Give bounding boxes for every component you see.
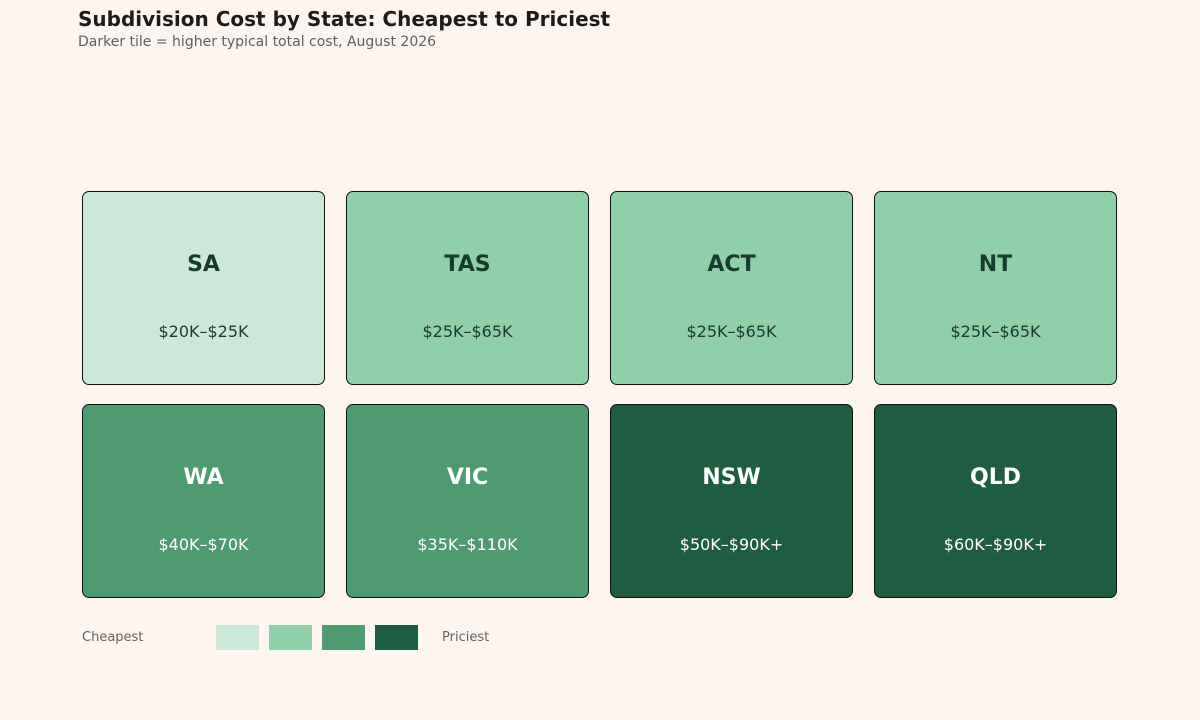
tile-cost-range: $25K–$65K [950,322,1041,341]
tile-tas: TAS $25K–$65K [346,191,589,385]
chart-title: Subdivision Cost by State: Cheapest to P… [78,7,611,31]
tile-state-label: QLD [970,465,1021,490]
tile-cost-range: $25K–$65K [422,322,513,341]
tile-nt: NT $25K–$65K [874,191,1117,385]
legend-swatch-3 [322,625,365,650]
tile-cost-range: $50K–$90K+ [679,535,784,554]
tile-qld: QLD $60K–$90K+ [874,404,1117,598]
tile-state-label: ACT [707,252,756,277]
legend-swatch-4 [375,625,418,650]
tile-state-label: TAS [444,252,491,277]
tile-cost-range: $40K–$70K [158,535,249,554]
tile-nsw: NSW $50K–$90K+ [610,404,853,598]
tile-act: ACT $25K–$65K [610,191,853,385]
tile-cost-range: $35K–$110K [417,535,518,554]
legend-swatch-1 [216,625,259,650]
tile-cost-range: $25K–$65K [686,322,777,341]
tile-state-label: SA [187,252,220,277]
tile-cost-range: $60K–$90K+ [943,535,1048,554]
tile-state-label: WA [183,465,224,490]
tile-state-label: NT [978,252,1013,277]
tile-wa: WA $40K–$70K [82,404,325,598]
tile-sa: SA $20K–$25K [82,191,325,385]
chart-subtitle: Darker tile = higher typical total cost,… [78,34,437,50]
legend-swatch-2 [269,625,312,650]
legend-low-label: Cheapest [82,630,144,645]
tile-cost-range: $20K–$25K [158,322,249,341]
tile-vic: VIC $35K–$110K [346,404,589,598]
tile-state-label: NSW [702,465,761,490]
tile-state-label: VIC [446,465,489,490]
legend-high-label: Priciest [442,630,490,645]
